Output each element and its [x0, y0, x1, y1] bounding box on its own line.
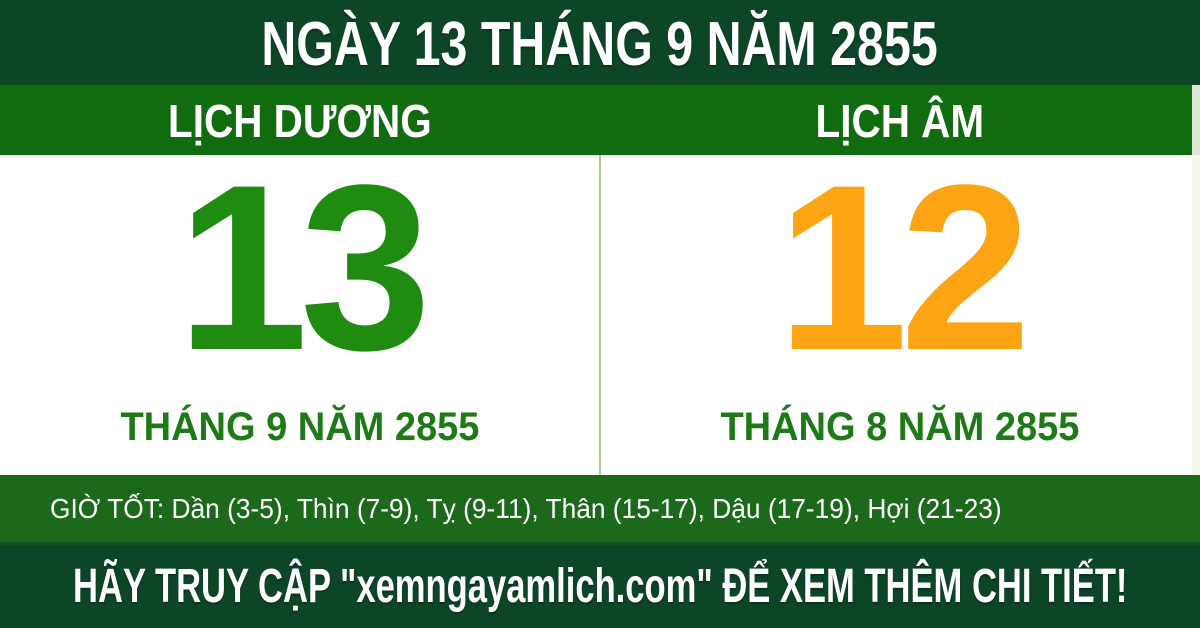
page-title: NGÀY 13 THÁNG 9 NĂM 2855: [261, 9, 939, 79]
good-hours-bar: GIỜ TỐT: Dần (3-5), Thìn (7-9), Tỵ (9-11…: [0, 475, 1200, 545]
solar-day-number: 13: [177, 136, 431, 400]
calendar-header-row: LỊCH DƯƠNG LỊCH ÂM: [0, 85, 1200, 155]
lunar-month-label: THÁNG 8 NĂM 2855: [720, 405, 1080, 449]
solar-calendar-header: LỊCH DƯƠNG: [168, 95, 432, 147]
lunar-day-number: 12: [777, 136, 1031, 400]
footer-cta-text: HÃY TRUY CẬP "xemngayamlich.com" ĐỂ XEM …: [72, 559, 1128, 613]
title-bar: NGÀY 13 THÁNG 9 NĂM 2855: [0, 0, 1200, 85]
lunar-calendar-header: LỊCH ÂM: [815, 95, 985, 147]
good-hours-text: GIỜ TỐT: Dần (3-5), Thìn (7-9), Tỵ (9-11…: [50, 492, 1002, 524]
footer-bar: HÃY TRUY CẬP "xemngayamlich.com" ĐỂ XEM …: [0, 545, 1200, 628]
column-divider: [599, 155, 601, 475]
calendar-body: 13 THÁNG 9 NĂM 2855 12 THÁNG 8 NĂM 2855: [0, 136, 1200, 475]
solar-column: 13 THÁNG 9 NĂM 2855: [0, 136, 600, 475]
lunar-column: 12 THÁNG 8 NĂM 2855: [600, 136, 1200, 475]
lunar-header-cell: LỊCH ÂM: [600, 85, 1200, 155]
solar-month-label: THÁNG 9 NĂM 2855: [120, 405, 480, 449]
right-edge-highlight: [1192, 85, 1200, 475]
solar-header-cell: LỊCH DƯƠNG: [0, 85, 600, 155]
